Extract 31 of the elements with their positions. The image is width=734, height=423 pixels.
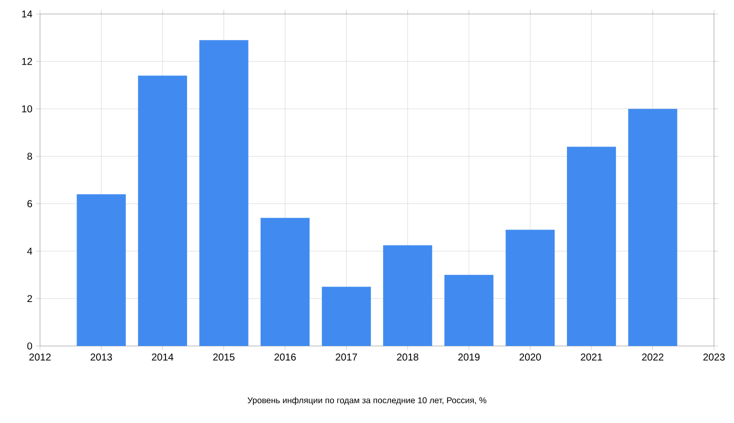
x-tick-label: 2018 — [397, 354, 418, 361]
bar — [260, 218, 310, 346]
bar — [199, 40, 248, 346]
x-tick-label: 2012 — [29, 354, 51, 361]
x-tick-label: 2022 — [642, 354, 664, 361]
y-tick-label: 4 — [27, 248, 32, 255]
text: Уровень инфляции по годам за последние 10 лет, Россия, % — [248, 397, 486, 405]
x-tick-label: 2020 — [520, 354, 541, 361]
x-tick-label: 2017 — [336, 354, 357, 361]
bar — [506, 230, 555, 346]
y-tick-label: 2 — [27, 295, 32, 302]
y-tick-label: 8 — [27, 152, 32, 160]
y-tick-label: 14 — [22, 10, 32, 18]
y-tick-label: 0 — [27, 342, 32, 350]
bar — [138, 76, 188, 346]
bar — [628, 108, 678, 346]
x-tick-label: 2015 — [213, 354, 235, 361]
bar — [444, 274, 494, 346]
y-tick-label: 12 — [22, 58, 32, 65]
y-tick-label: 6 — [27, 200, 32, 208]
x-tick-label: 2023 — [703, 354, 725, 361]
x-tick-label: 2014 — [152, 354, 174, 361]
x-tick-label: 2019 — [458, 354, 480, 361]
y-tick-label: 10 — [22, 105, 32, 112]
bar — [383, 245, 432, 346]
x-tick-label: 2016 — [274, 354, 296, 361]
bar — [76, 194, 126, 346]
bar — [566, 146, 616, 346]
bar — [322, 286, 371, 346]
x-tick-label: 2013 — [90, 354, 112, 361]
x-tick-label: 2021 — [580, 354, 602, 361]
